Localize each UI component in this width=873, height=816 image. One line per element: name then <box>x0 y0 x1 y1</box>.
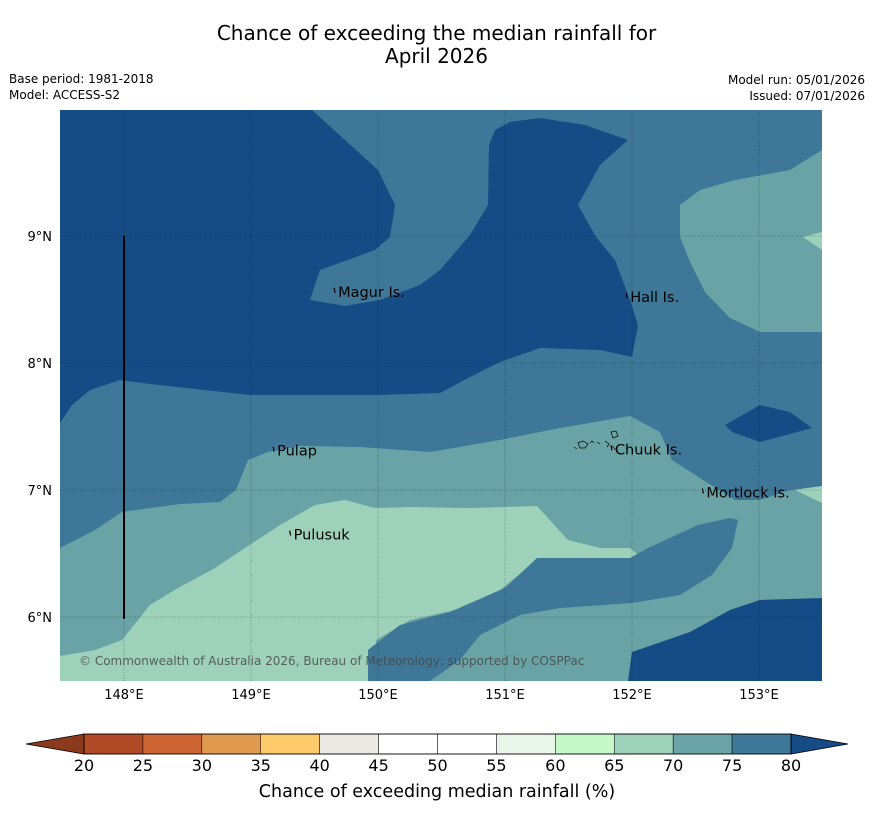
base-period-text: Base period: 1981-2018 <box>9 72 154 86</box>
x-tick-label: 150°E <box>358 688 398 703</box>
colorbar-segment <box>614 733 674 755</box>
issued-text: Issued: 07/01/2026 <box>749 89 865 103</box>
colorbar-segment <box>319 733 379 755</box>
colorbar-tick-label: 55 <box>486 756 506 775</box>
place-labels: Magur Is. Hall Is. Pulap Chuuk Is. Mortlock … <box>272 285 790 543</box>
place-label: Mortlock Is. <box>706 486 789 502</box>
colorbar-tick-label: 60 <box>545 756 565 775</box>
colorbar-tick-label: 80 <box>781 756 801 775</box>
colorbar-over-arrow <box>790 733 849 755</box>
x-axis-ticks: 148°E 149°E 150°E 151°E 152°E 153°E <box>104 688 779 703</box>
rainfall-map[interactable] <box>60 110 822 681</box>
colorbar-tick-label: 70 <box>663 756 683 775</box>
x-tick-label: 149°E <box>231 688 271 703</box>
copyright-text: © Commonwealth of Australia 2026, Bureau… <box>79 654 584 668</box>
meta-right: Model run: 05/01/2026 Issued: 07/01/2026 <box>728 72 865 104</box>
meta-left: Base period: 1981-2018 Model: ACCESS-S2 <box>9 71 154 103</box>
colorbar-tick-label: 50 <box>427 756 447 775</box>
y-tick-label: 8°N <box>28 357 53 372</box>
colorbar-tick-label: 30 <box>192 756 212 775</box>
island-mark <box>701 488 704 494</box>
place-label: Hall Is. <box>630 290 679 306</box>
y-tick-label: 6°N <box>28 611 53 626</box>
x-tick-label: 151°E <box>485 688 525 703</box>
colorbar-segment <box>496 733 556 755</box>
island-mark <box>333 287 336 293</box>
title-line-2: April 2026 <box>385 44 488 68</box>
x-tick-label: 152°E <box>612 688 652 703</box>
y-tick-label: 7°N <box>28 484 53 499</box>
zone-65-70-east-edge2 <box>795 486 822 503</box>
place-label: Magur Is. <box>338 285 405 301</box>
colorbar-tick-label: 45 <box>368 756 388 775</box>
title-line-1: Chance of exceeding the median rainfall … <box>216 21 657 45</box>
colorbar-tick-label: 20 <box>74 756 94 775</box>
place-label: Pulusuk <box>294 527 351 543</box>
zone-70-75-northeast <box>680 150 822 332</box>
place-label: Chuuk Is. <box>615 442 682 458</box>
chuuk-atoll-outline <box>573 430 619 453</box>
island-mark <box>610 445 613 451</box>
y-tick-label: 9°N <box>28 230 53 245</box>
y-axis-ticks: 9°N 8°N 7°N 6°N <box>28 230 53 626</box>
colorbar-segment <box>555 733 615 755</box>
colorbar-tick-label: 40 <box>309 756 329 775</box>
colorbar-segment <box>142 733 203 755</box>
chart-title: Chance of exceeding the median rainfall … <box>0 22 873 68</box>
colorbar-segment <box>201 733 261 755</box>
x-tick-label: 153°E <box>739 688 779 703</box>
colorbar-segment <box>437 733 497 755</box>
island-mark <box>272 446 275 452</box>
zone-65-70-south <box>60 500 638 681</box>
zone-over-80-northwest <box>60 110 638 423</box>
zone-over-80-east <box>725 405 812 442</box>
colorbar-tick-label: 25 <box>133 756 153 775</box>
island-mark <box>289 530 292 536</box>
colorbar-segment <box>672 733 733 755</box>
model-text: Model: ACCESS-S2 <box>9 88 121 102</box>
colorbar-segment <box>378 733 438 755</box>
colorbar-segment <box>731 733 792 755</box>
colorbar-label: Chance of exceeding median rainfall (%) <box>259 782 615 802</box>
zone-65-70-east-edge <box>803 232 822 250</box>
x-tick-label: 148°E <box>104 688 144 703</box>
colorbar-tick-label: 35 <box>251 756 271 775</box>
colorbar-under-arrow <box>25 733 85 755</box>
place-label: Pulap <box>277 444 317 460</box>
island-mark <box>625 292 628 299</box>
colorbar-tick-label: 65 <box>604 756 624 775</box>
zone-75-80-southeast <box>368 518 738 681</box>
colorbar-frame <box>83 733 792 755</box>
model-run-text: Model run: 05/01/2026 <box>727 73 865 87</box>
colorbar: 20 25 30 35 40 45 50 55 60 65 70 75 80 <box>25 733 849 775</box>
colorbar-segment <box>83 733 144 755</box>
zone-over-80-southeast <box>628 598 822 681</box>
colorbar-tick-label: 75 <box>722 756 742 775</box>
colorbar-segment <box>260 733 320 755</box>
